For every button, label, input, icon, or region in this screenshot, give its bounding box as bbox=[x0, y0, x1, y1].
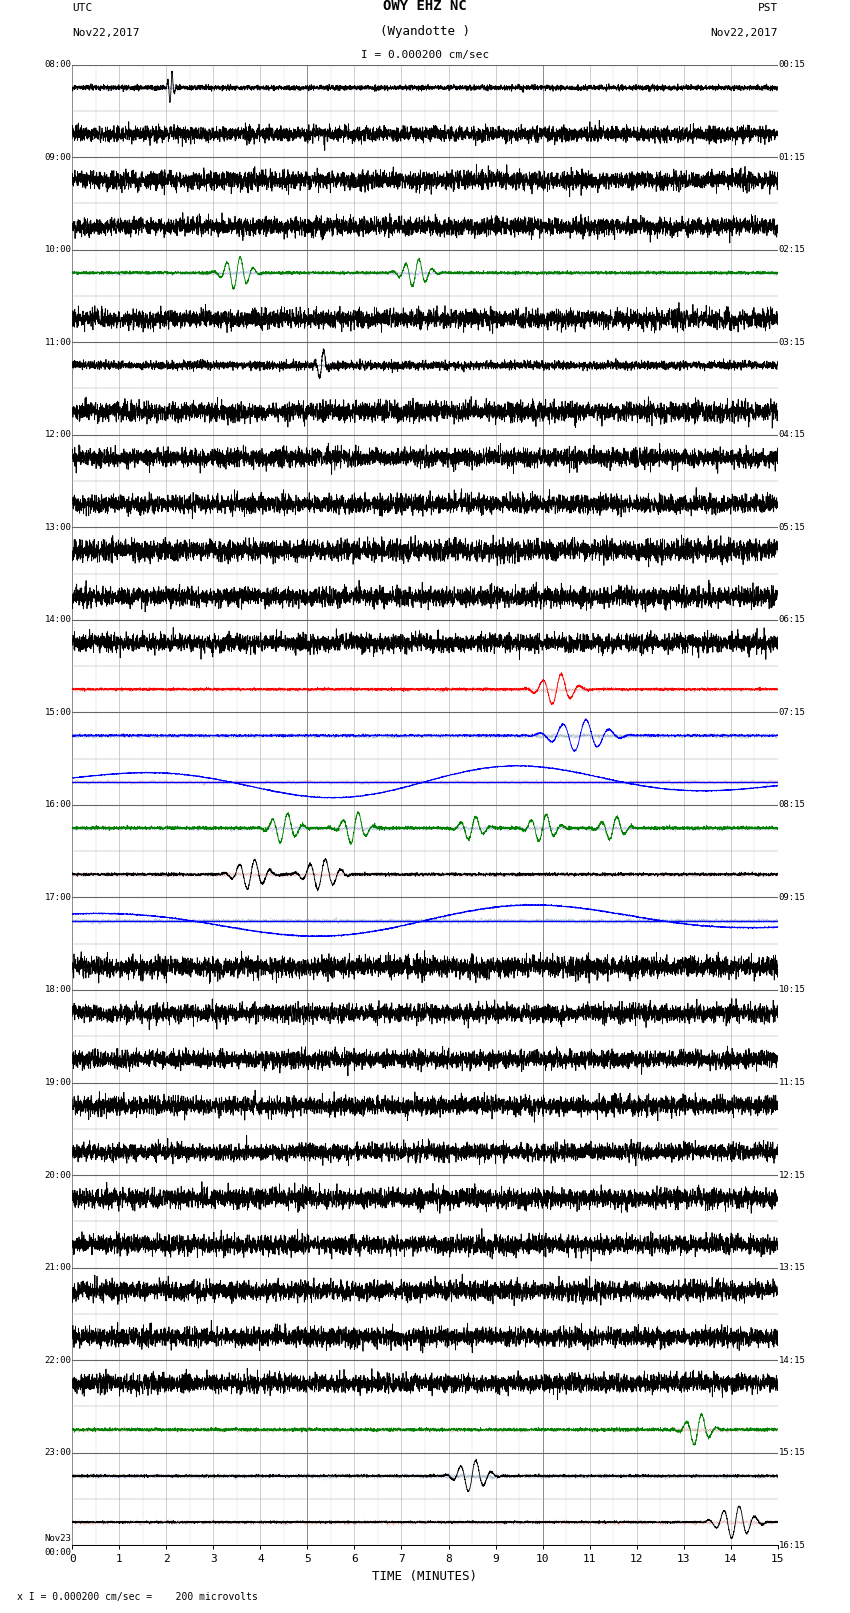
Text: 02:15: 02:15 bbox=[779, 245, 806, 255]
Text: 07:15: 07:15 bbox=[779, 708, 806, 716]
Text: OWY EHZ NC: OWY EHZ NC bbox=[383, 0, 467, 13]
Text: 08:15: 08:15 bbox=[779, 800, 806, 810]
Text: 14:15: 14:15 bbox=[779, 1355, 806, 1365]
Text: 05:15: 05:15 bbox=[779, 523, 806, 532]
Text: 11:00: 11:00 bbox=[44, 337, 71, 347]
Text: 13:15: 13:15 bbox=[779, 1263, 806, 1273]
Text: 01:15: 01:15 bbox=[779, 153, 806, 161]
Text: 17:00: 17:00 bbox=[44, 894, 71, 902]
Text: PST: PST bbox=[757, 3, 778, 13]
Text: 23:00: 23:00 bbox=[44, 1448, 71, 1457]
Text: 11:15: 11:15 bbox=[779, 1077, 806, 1087]
Text: UTC: UTC bbox=[72, 3, 93, 13]
Text: 08:00: 08:00 bbox=[44, 60, 71, 69]
Text: 14:00: 14:00 bbox=[44, 615, 71, 624]
Text: 04:15: 04:15 bbox=[779, 431, 806, 439]
Text: 16:00: 16:00 bbox=[44, 800, 71, 810]
Text: 15:00: 15:00 bbox=[44, 708, 71, 716]
Text: Nov22,2017: Nov22,2017 bbox=[72, 27, 139, 37]
Text: x I = 0.000200 cm/sec =    200 microvolts: x I = 0.000200 cm/sec = 200 microvolts bbox=[17, 1592, 258, 1602]
Text: 00:00: 00:00 bbox=[44, 1547, 71, 1557]
Text: I = 0.000200 cm/sec: I = 0.000200 cm/sec bbox=[361, 50, 489, 60]
Text: 13:00: 13:00 bbox=[44, 523, 71, 532]
Text: Nov22,2017: Nov22,2017 bbox=[711, 27, 778, 37]
Text: (Wyandotte ): (Wyandotte ) bbox=[380, 24, 470, 37]
Text: 20:00: 20:00 bbox=[44, 1171, 71, 1179]
Text: 09:00: 09:00 bbox=[44, 153, 71, 161]
Text: 22:00: 22:00 bbox=[44, 1355, 71, 1365]
Text: 15:15: 15:15 bbox=[779, 1448, 806, 1457]
Text: 18:00: 18:00 bbox=[44, 986, 71, 995]
Text: 03:15: 03:15 bbox=[779, 337, 806, 347]
Text: 09:15: 09:15 bbox=[779, 894, 806, 902]
Text: 06:15: 06:15 bbox=[779, 615, 806, 624]
Text: 12:00: 12:00 bbox=[44, 431, 71, 439]
Text: 10:15: 10:15 bbox=[779, 986, 806, 995]
Text: 21:00: 21:00 bbox=[44, 1263, 71, 1273]
Text: 12:15: 12:15 bbox=[779, 1171, 806, 1179]
Text: 10:00: 10:00 bbox=[44, 245, 71, 255]
Text: 16:15: 16:15 bbox=[779, 1540, 806, 1550]
Text: 00:15: 00:15 bbox=[779, 60, 806, 69]
X-axis label: TIME (MINUTES): TIME (MINUTES) bbox=[372, 1569, 478, 1582]
Text: 19:00: 19:00 bbox=[44, 1077, 71, 1087]
Text: Nov23: Nov23 bbox=[44, 1534, 71, 1544]
